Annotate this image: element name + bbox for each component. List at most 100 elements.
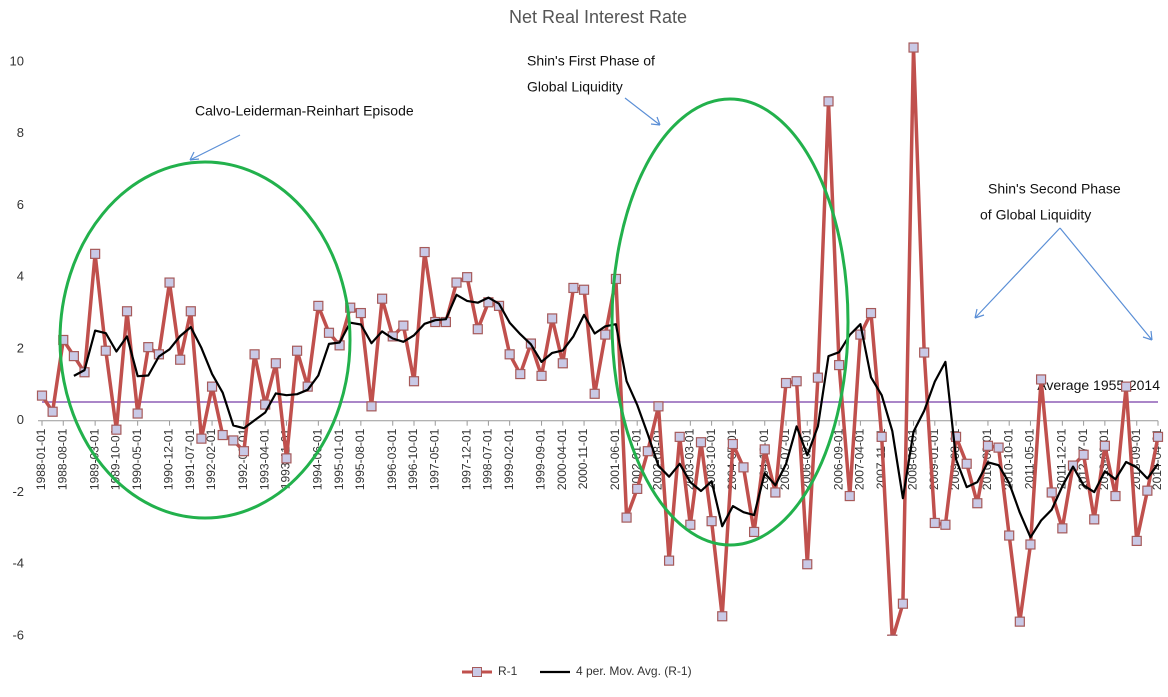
marker — [377, 293, 388, 304]
legend-label: 4 per. Mov. Avg. (R-1) — [576, 664, 692, 678]
x-tick-label: 1989-03-01 — [87, 428, 101, 490]
marker — [132, 408, 143, 419]
y-tick-label: -6 — [12, 627, 24, 642]
marker — [355, 307, 366, 319]
marker — [919, 347, 930, 358]
x-tick-label: 2001-06-01 — [608, 428, 622, 490]
marker — [291, 345, 303, 356]
x-tick-label: 2000-04-01 — [555, 428, 569, 490]
y-tick-label: 4 — [17, 269, 24, 284]
marker — [993, 442, 1004, 453]
plot: -6 -4 -2 0 2 4 6 8 10 1988-01-01 1988-08-01 1989-03… — [10, 42, 1164, 678]
marker — [897, 598, 909, 609]
marker — [685, 519, 696, 530]
marker — [1004, 530, 1015, 541]
marker — [1099, 440, 1110, 451]
x-tick-label: 1997-05-01 — [427, 428, 441, 490]
marker — [68, 351, 79, 362]
x-tick-label: 1999-09-01 — [534, 428, 548, 490]
x-tick-label: 2007-04-01 — [853, 428, 867, 490]
marker — [323, 327, 335, 338]
marker — [759, 444, 770, 455]
arrow — [189, 134, 241, 161]
marker — [164, 277, 175, 288]
reference-label: Average 1955-2014 — [1037, 377, 1160, 393]
x-tick-label: 1991-07-01 — [183, 428, 197, 490]
legend-label: R-1 — [498, 664, 518, 678]
x-tick-label: 1992-02-01 — [204, 428, 218, 490]
marker — [621, 512, 632, 523]
marker — [855, 329, 866, 340]
marker — [1110, 490, 1121, 502]
series-line — [73, 293, 1159, 539]
x-tick-label: 1998-07-01 — [481, 428, 495, 490]
marker — [462, 272, 473, 283]
x-tick-label: 1994-06-01 — [311, 428, 325, 490]
annotation: Calvo-Leiderman-Reinhart Episode — [195, 103, 414, 119]
marker — [472, 324, 483, 335]
y-tick-label: -4 — [12, 556, 24, 571]
marker — [589, 388, 600, 399]
marker — [206, 381, 218, 392]
x-tick-label: 1996-10-01 — [406, 428, 420, 490]
x-tick-label: 1988-08-01 — [55, 428, 69, 490]
highlight-ellipse — [58, 160, 352, 520]
marker — [770, 487, 781, 498]
marker — [1089, 514, 1100, 525]
x-tick-label: 1999-02-01 — [502, 428, 516, 490]
marker — [419, 246, 430, 258]
marker — [600, 329, 611, 340]
marker — [313, 300, 324, 311]
marker — [663, 555, 675, 566]
marker — [547, 313, 558, 324]
y-tick-label: 0 — [17, 412, 24, 427]
x-tick-label: 1993-04-01 — [257, 428, 271, 490]
marker — [1046, 487, 1057, 498]
y-tick-label: 10 — [10, 53, 24, 68]
marker — [196, 433, 207, 444]
marker — [834, 359, 845, 371]
marker — [695, 437, 707, 448]
marker — [844, 490, 855, 502]
marker — [143, 342, 154, 353]
arrow — [974, 227, 1061, 319]
marker — [270, 358, 281, 369]
marker — [90, 248, 101, 259]
marker — [929, 517, 940, 529]
marker — [249, 349, 260, 360]
marker — [302, 381, 313, 392]
marker — [121, 306, 133, 317]
x-tick-label: 2000-11-01 — [576, 428, 590, 489]
marker — [47, 406, 58, 417]
marker — [727, 438, 738, 450]
marker — [1035, 374, 1047, 385]
marker — [791, 376, 802, 387]
marker — [706, 516, 717, 527]
x-tick-label: 2014-04-01 — [1150, 428, 1164, 490]
marker — [738, 462, 749, 473]
y-tick-label: 8 — [17, 125, 24, 140]
marker — [1142, 485, 1153, 496]
x-tick-label: 1995-01-01 — [332, 428, 346, 490]
marker — [504, 349, 515, 360]
marker — [36, 390, 48, 401]
marker — [515, 368, 526, 380]
arrow — [624, 97, 661, 126]
marker — [982, 440, 994, 451]
marker — [632, 483, 643, 494]
y-tick-label: 6 — [17, 197, 24, 212]
x-tick-label: 1990-05-01 — [130, 428, 144, 490]
marker — [185, 306, 196, 317]
marker — [1078, 449, 1089, 460]
marker — [536, 370, 547, 381]
marker — [281, 453, 292, 464]
marker — [1121, 381, 1132, 392]
marker — [802, 559, 813, 570]
marker — [1014, 616, 1025, 627]
marker — [1152, 431, 1164, 442]
marker — [865, 307, 877, 319]
marker — [717, 611, 728, 622]
marker — [345, 302, 356, 313]
marker — [217, 429, 228, 441]
marker — [366, 401, 377, 412]
